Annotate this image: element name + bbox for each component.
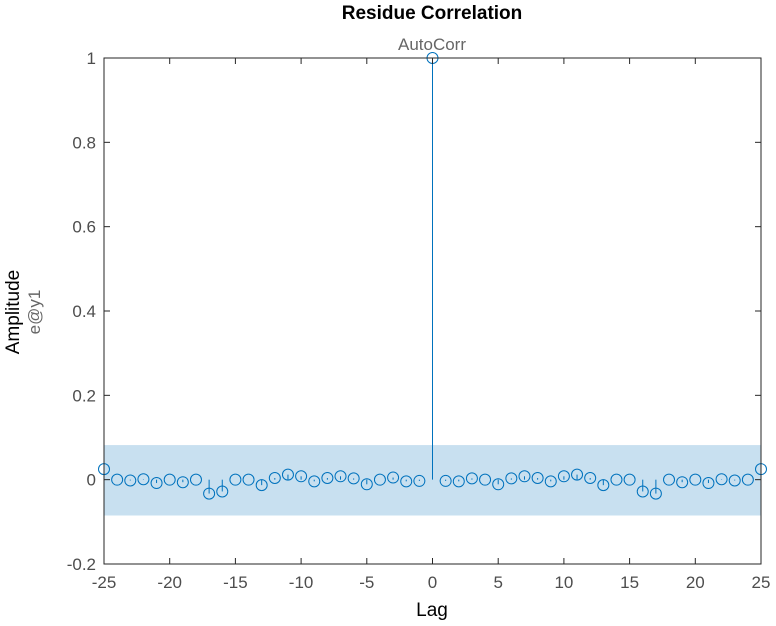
y-tick-label: -0.2: [67, 555, 96, 574]
stem-marker: [676, 476, 689, 489]
stem-marker: [111, 473, 124, 486]
stem-marker: [137, 473, 150, 486]
stem-marker: [610, 473, 623, 486]
x-tick-label: 20: [686, 573, 705, 592]
stem-marker: [189, 473, 202, 486]
x-tick-label: -20: [157, 573, 182, 592]
x-tick-label: -5: [359, 573, 374, 592]
stem-marker: [242, 473, 255, 486]
y-tick-label: 0.6: [72, 218, 96, 237]
x-tick-label: 5: [493, 573, 502, 592]
x-tick-label: 15: [620, 573, 639, 592]
stem-marker: [268, 471, 281, 484]
stem-marker: [360, 478, 373, 491]
stem-marker: [505, 472, 518, 485]
stem-marker: [689, 473, 702, 486]
y-tick-label: 0.8: [72, 133, 96, 152]
stem-marker: [663, 473, 676, 486]
stem-marker: [557, 470, 570, 483]
stem-marker: [544, 475, 557, 488]
stem-marker: [715, 473, 728, 486]
stem-marker: [203, 487, 216, 500]
stem-marker: [216, 485, 229, 498]
stem-marker: [597, 479, 610, 492]
stem-marker: [400, 475, 413, 488]
stem-marker: [150, 477, 163, 490]
x-tick-label: -15: [223, 573, 248, 592]
y-axis-label: Amplitude: [3, 270, 24, 355]
stem-marker: [295, 470, 308, 483]
stem-marker: [728, 474, 741, 487]
y-tick-label: 0: [87, 471, 96, 490]
stem-marker: [334, 470, 347, 483]
stem-marker: [229, 473, 242, 486]
x-tick-label: -10: [289, 573, 314, 592]
y-axis-channel-label: e@y1: [25, 290, 44, 335]
stem-marker: [281, 468, 294, 481]
stem-marker: [373, 473, 386, 486]
stem-marker: [479, 473, 492, 486]
x-tick-label: 10: [554, 573, 573, 592]
stem-marker: [741, 473, 754, 486]
y-tick-label: 0.2: [72, 386, 96, 405]
x-axis-label: Lag: [416, 600, 448, 621]
chart-subtitle: AutoCorr: [398, 35, 466, 54]
x-axis-ticks: -25 -20 -15 -10 -5 0 5 10 15 20 25: [92, 58, 771, 592]
stem-marker: [387, 471, 400, 484]
stem-marker: [163, 473, 176, 486]
chart-title: Residue Correlation: [342, 3, 523, 24]
stem-marker: [518, 470, 531, 483]
stem-marker: [308, 475, 321, 488]
y-tick-label: 1: [87, 49, 96, 68]
stem-marker: [465, 472, 478, 485]
stem-marker: [347, 472, 360, 485]
stem-marker: [255, 479, 268, 492]
stem-marker: [492, 478, 505, 491]
stem-marker: [702, 477, 715, 490]
stem-marker: [439, 474, 452, 487]
y-axis-ticks: -0.2 0 0.2 0.4 0.6 0.8 1: [67, 49, 761, 574]
stem-marker: [636, 485, 649, 498]
stem-marker: [176, 476, 189, 489]
stem-marker: [321, 471, 334, 484]
x-tick-label: 0: [428, 573, 437, 592]
stem-marker: [623, 473, 636, 486]
stem-marker: [531, 471, 544, 484]
stem-marker: [571, 468, 584, 481]
stem-series: [98, 52, 767, 500]
stem-marker: [649, 487, 662, 500]
stem-marker: [584, 471, 597, 484]
x-tick-label: -25: [92, 573, 117, 592]
y-tick-label: 0.4: [72, 302, 96, 321]
stem-marker: [124, 474, 137, 487]
stem-marker: [452, 475, 465, 488]
stem-marker: [413, 474, 426, 487]
x-tick-label: 25: [752, 573, 771, 592]
